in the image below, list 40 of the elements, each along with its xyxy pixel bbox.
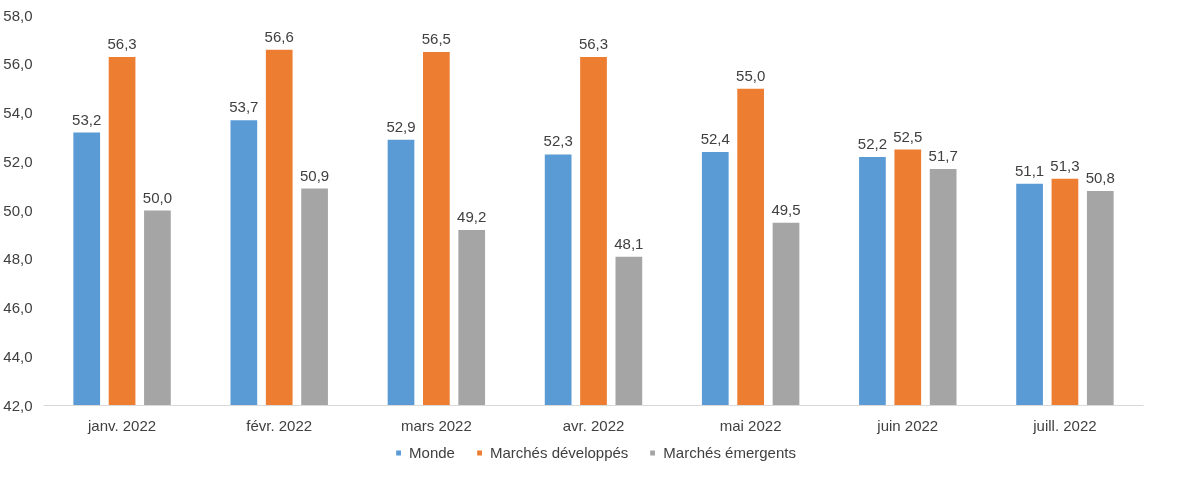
data-label: 48,1 [614, 234, 644, 252]
y-tick-label: 46,0 [3, 299, 33, 316]
data-label: 50,8 [1085, 169, 1115, 186]
data-label: 56,5 [421, 30, 451, 48]
data-label: 52,5 [893, 127, 923, 145]
data-label: 55,0 [736, 66, 766, 84]
data-label: 51,1 [1014, 161, 1045, 179]
legend-label: Marchés développés [489, 443, 629, 461]
data-label: 50,9 [299, 166, 330, 184]
legend-label: Marchés émergents [663, 443, 796, 461]
data-label: 52,2 [857, 134, 888, 152]
y-tick-label: 50,0 [3, 201, 33, 219]
data-label: 52,3 [543, 132, 573, 150]
y-tick-label: 48,0 [3, 250, 33, 268]
data-label: 49,5 [771, 200, 801, 218]
x-tick-label: mai 2022 [719, 416, 782, 434]
y-tick-label: 54,0 [3, 104, 33, 121]
legend-label: Monde [409, 443, 455, 461]
data-label: 56,3 [107, 34, 137, 52]
data-label: 53,7 [229, 98, 259, 116]
data-label: 52,4 [700, 130, 730, 147]
data-label: 51,7 [928, 147, 958, 165]
y-tick-label: 42,0 [3, 396, 33, 414]
y-tick-label: 56,0 [3, 55, 33, 73]
x-tick-label: avr. 2022 [562, 416, 625, 434]
data-label: 51,3 [1050, 156, 1080, 174]
data-label: 56,6 [264, 27, 294, 45]
x-tick-label: févr. 2022 [246, 416, 313, 434]
y-tick-label: 44,0 [3, 347, 33, 365]
x-tick-label: juin 2022 [876, 416, 939, 434]
data-label: 53,2 [72, 110, 102, 128]
data-label: 49,2 [457, 208, 487, 225]
x-tick-label: mars 2022 [400, 416, 472, 434]
x-tick-label: juill. 2022 [1032, 416, 1097, 434]
y-tick-label: 58,0 [3, 6, 33, 24]
data-label: 52,9 [386, 117, 416, 135]
data-label: 56,3 [578, 34, 609, 52]
data-label: 50,0 [142, 188, 173, 206]
y-tick-label: 52,0 [3, 152, 33, 170]
x-tick-label: janv. 2022 [87, 416, 157, 434]
